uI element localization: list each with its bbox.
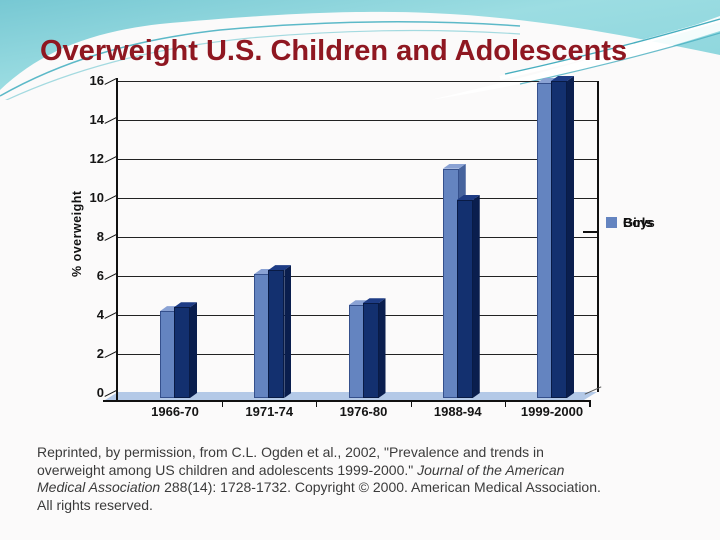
legend-swatch-boys — [606, 216, 617, 228]
bar-top-boys-1966-70 — [160, 306, 183, 312]
bar-girls-1988-94 — [456, 199, 473, 398]
y-tick-label: 4 — [96, 307, 104, 322]
y-tick — [104, 273, 117, 280]
y-tick — [104, 312, 117, 319]
citation-segment: All rights reserved. — [37, 496, 153, 513]
y-tick — [104, 351, 117, 358]
header-wave-decoration — [0, 0, 720, 100]
legend-label-girls: Girls — [623, 214, 653, 230]
x-axis-line — [103, 400, 590, 402]
gridline — [117, 237, 597, 238]
category-label: 1976-80 — [339, 404, 388, 419]
y-tick-label: 12 — [89, 151, 104, 166]
bar-girls-1966-70 — [174, 307, 190, 398]
citation-line: Medical Association 288(14): 1728-1732. … — [37, 479, 705, 497]
bar-top-boys-1999-2000 — [537, 77, 560, 83]
bar-top-girls-1966-70 — [174, 302, 197, 308]
bar-side-girls-1988-94 — [472, 194, 480, 398]
bar-top-girls-1976-80 — [362, 298, 386, 304]
citation-journal-name: Medical Association — [37, 479, 161, 496]
y-tick — [104, 117, 117, 124]
legend-label-boys: Boys — [623, 214, 655, 230]
y-axis-line — [116, 78, 118, 400]
bar-side-girls-1966-70 — [190, 302, 197, 398]
category-label: 1999-2000 — [520, 404, 584, 419]
plot-right-border — [597, 81, 599, 392]
bar-side-girls-1999-2000 — [567, 76, 574, 398]
y-tick — [104, 234, 117, 241]
citation-segment: Reprinted, by permission, from C.L. Ogde… — [37, 444, 544, 460]
y-tick-label: 14 — [89, 112, 104, 127]
category-label: 1971-74 — [245, 404, 294, 419]
y-tick — [104, 195, 117, 202]
citation-line: Reprinted, by permission, from C.L. Ogde… — [37, 444, 705, 462]
legend-item-boys: Boys — [606, 212, 655, 232]
y-tick-label: 2 — [96, 346, 104, 361]
x-tick — [504, 401, 506, 407]
bar-top-boys-1988-94 — [442, 163, 466, 169]
y-tick-label: 16 — [89, 73, 104, 88]
bar-top-girls-1971-74 — [268, 265, 292, 271]
bar-side-girls-1971-74 — [284, 265, 292, 398]
bar-top-boys-1976-80 — [348, 300, 372, 306]
bar-top-boys-1971-74 — [254, 269, 278, 275]
citation-segment: overweight among US children and adolesc… — [37, 461, 418, 478]
gridline — [117, 81, 597, 82]
gridline — [117, 198, 597, 199]
bar-side-girls-1976-80 — [378, 298, 386, 398]
gridline — [117, 120, 597, 121]
bar-girls-1971-74 — [268, 270, 285, 398]
y-tick — [104, 78, 117, 85]
y-tick-label: 6 — [96, 268, 104, 283]
gridline — [117, 276, 597, 277]
citation-segment: 288(14): 1728-1732. Copyright © 2000. Am… — [160, 479, 601, 496]
bar-girls-1976-80 — [362, 303, 379, 398]
y-tick-label: 0 — [96, 385, 104, 400]
slide-title: Overweight U.S. Children and Adolescents — [40, 35, 628, 67]
bar-girls-1999-2000 — [551, 81, 567, 398]
citation-line: All rights reserved. — [37, 497, 705, 515]
bar-top-girls-1999-2000 — [551, 76, 574, 81]
x-tick — [222, 401, 223, 407]
x-tick — [589, 401, 590, 407]
x-tick — [316, 401, 318, 407]
y-tick-label: 8 — [96, 229, 104, 244]
category-label: 1988-94 — [433, 404, 482, 419]
citation-text: Reprinted, by permission, from C.L. Ogde… — [37, 444, 705, 514]
gridline — [117, 159, 597, 160]
x-tick — [410, 401, 412, 407]
citation-line: overweight among US children and adolesc… — [37, 462, 705, 480]
legend-connector-tick — [583, 231, 598, 233]
citation-journal-name: Journal of the American — [417, 461, 565, 478]
y-tick-label: 10 — [89, 190, 104, 205]
bar-top-girls-1988-94 — [456, 194, 480, 200]
y-tick — [104, 156, 117, 163]
category-label: 1966-70 — [151, 404, 199, 419]
